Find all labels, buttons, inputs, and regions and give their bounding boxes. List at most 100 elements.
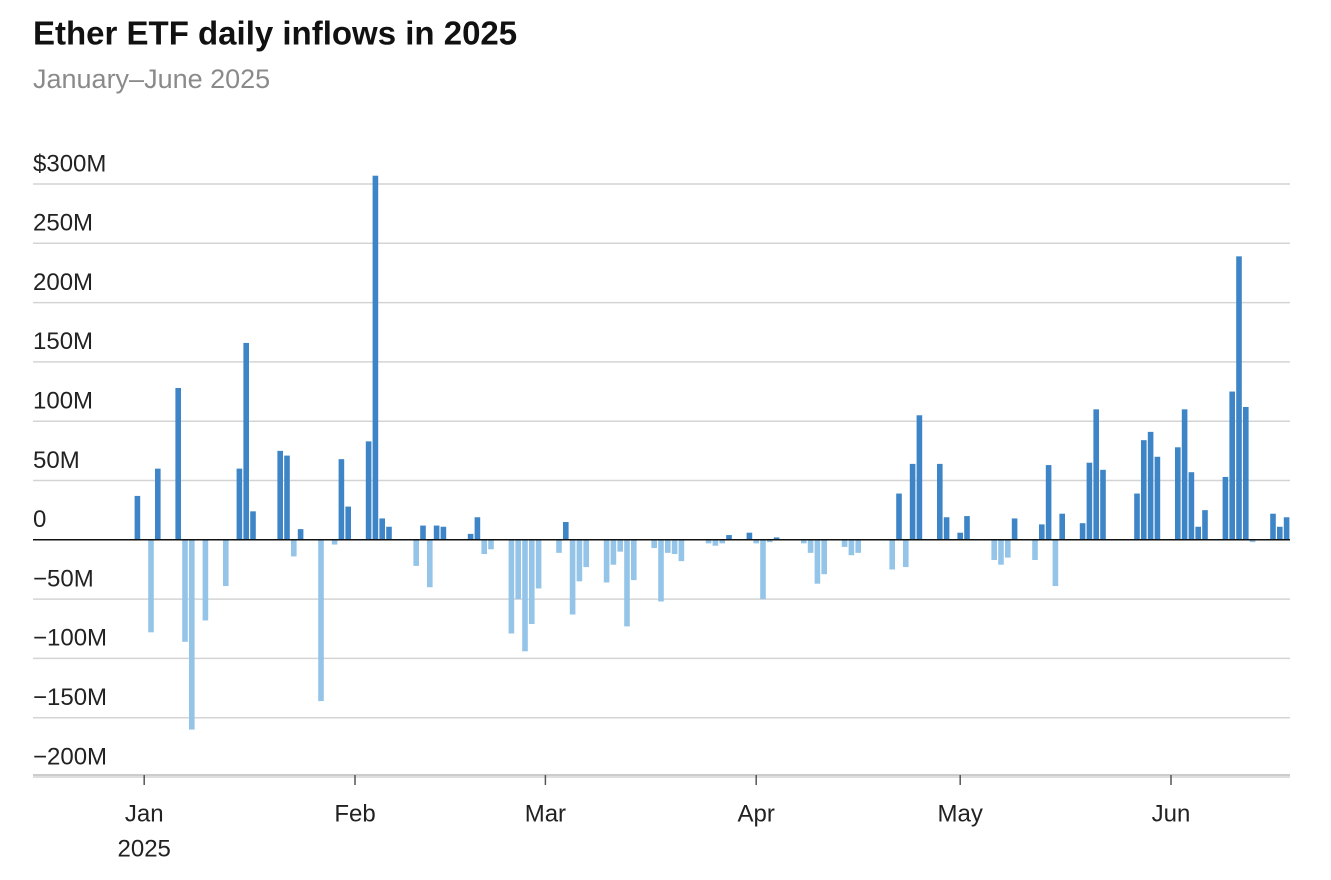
bar [182,539,188,642]
bar [746,532,753,540]
bar [379,518,385,540]
bar [1032,539,1038,560]
bar [223,539,229,587]
bar [767,539,773,543]
bar [1005,539,1011,558]
x-tick-label: Jan [125,800,164,827]
bar [535,539,542,589]
bar [678,539,685,562]
x-tick-label: Feb [334,800,375,827]
bar [1283,517,1290,540]
bar [1202,510,1208,540]
bar [345,506,351,540]
bar [236,468,243,540]
bar [726,535,732,540]
bar [719,539,725,544]
bar [440,526,447,540]
bar [155,468,161,540]
bar [1079,523,1086,540]
x-tick-label: May [938,800,983,827]
bar [957,532,963,540]
bar [134,495,141,540]
bar [1195,526,1201,540]
y-tick-label: 150M [33,328,93,355]
bar [773,537,780,540]
bar [474,517,481,540]
bar [1086,462,1093,540]
y-tick-label: −100M [33,625,107,652]
y-tick-label: 250M [33,210,93,237]
bar [467,533,474,540]
bar [569,539,576,615]
bar [665,539,671,553]
bar [624,539,630,627]
chart-subtitle: January–June 2025 [33,64,270,94]
bar [1093,409,1099,540]
bar [1175,447,1181,540]
bar [603,539,610,583]
bar [610,539,617,565]
bar [515,539,521,600]
bar [909,463,916,540]
bar [855,539,861,553]
y-tick-label: −50M [33,565,94,592]
bar [318,539,324,702]
bar [760,539,766,600]
bar [712,539,719,546]
bar [508,539,515,634]
bar [372,175,379,540]
bar [1229,391,1235,540]
bar [297,529,304,540]
bar [365,441,372,540]
bar [1154,456,1161,540]
bar [433,525,440,540]
bar [814,539,821,584]
x-year-label: 2025 [118,835,171,862]
bar [848,539,855,556]
bar [841,539,848,547]
bar [202,539,209,621]
bar [1270,513,1276,540]
bar [896,493,902,540]
bar [250,511,256,540]
bar [1045,465,1052,540]
bar [1222,476,1229,540]
bar [1147,431,1154,540]
bar [889,539,895,570]
bar [903,539,909,568]
y-tick-label: −150M [33,684,107,711]
bar [291,539,297,557]
bar [1188,472,1195,540]
bar [189,539,195,730]
bar [481,539,487,555]
bar [1039,524,1045,540]
bar [563,522,569,540]
bar [1052,539,1059,587]
bar [556,539,562,553]
bar [576,539,583,582]
bar [671,539,678,555]
bar [488,539,494,550]
bar [651,539,657,549]
x-tick-label: Mar [525,800,566,827]
bar [1181,409,1188,540]
bar [1059,513,1065,540]
bar [1249,539,1256,543]
bar [998,539,1004,565]
bar [943,517,950,540]
bar [991,539,997,560]
y-tick-label: 200M [33,269,93,296]
bar [705,539,712,544]
chart-title: Ether ETF daily inflows in 2025 [33,15,517,52]
y-tick-label: 0 [33,506,46,533]
y-tick-label: $300M [33,150,106,177]
bar [583,539,589,568]
bar [631,539,637,581]
bar [1100,469,1106,540]
bar [529,539,535,625]
bar [1141,440,1147,540]
x-tick-label: Apr [738,800,775,827]
bar [937,463,943,540]
